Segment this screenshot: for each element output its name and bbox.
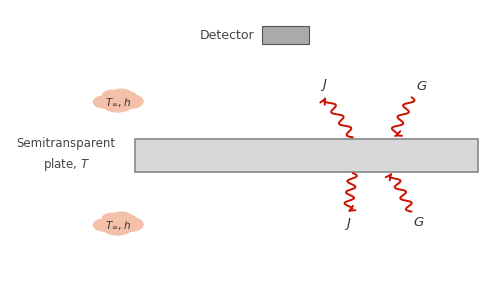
Text: $J$: $J$ <box>319 77 327 93</box>
Text: $G$: $G$ <box>413 216 425 229</box>
Text: Semitransparent
plate, $T$: Semitransparent plate, $T$ <box>17 137 116 173</box>
Text: $T_{\infty}, h$: $T_{\infty}, h$ <box>105 97 130 109</box>
Bar <box>135 139 478 172</box>
Text: Detector: Detector <box>200 29 255 41</box>
Text: $T_{\infty}, h$: $T_{\infty}, h$ <box>105 220 130 232</box>
Text: $J$: $J$ <box>344 216 352 232</box>
Text: $G$: $G$ <box>416 80 427 93</box>
Bar <box>262 26 309 44</box>
